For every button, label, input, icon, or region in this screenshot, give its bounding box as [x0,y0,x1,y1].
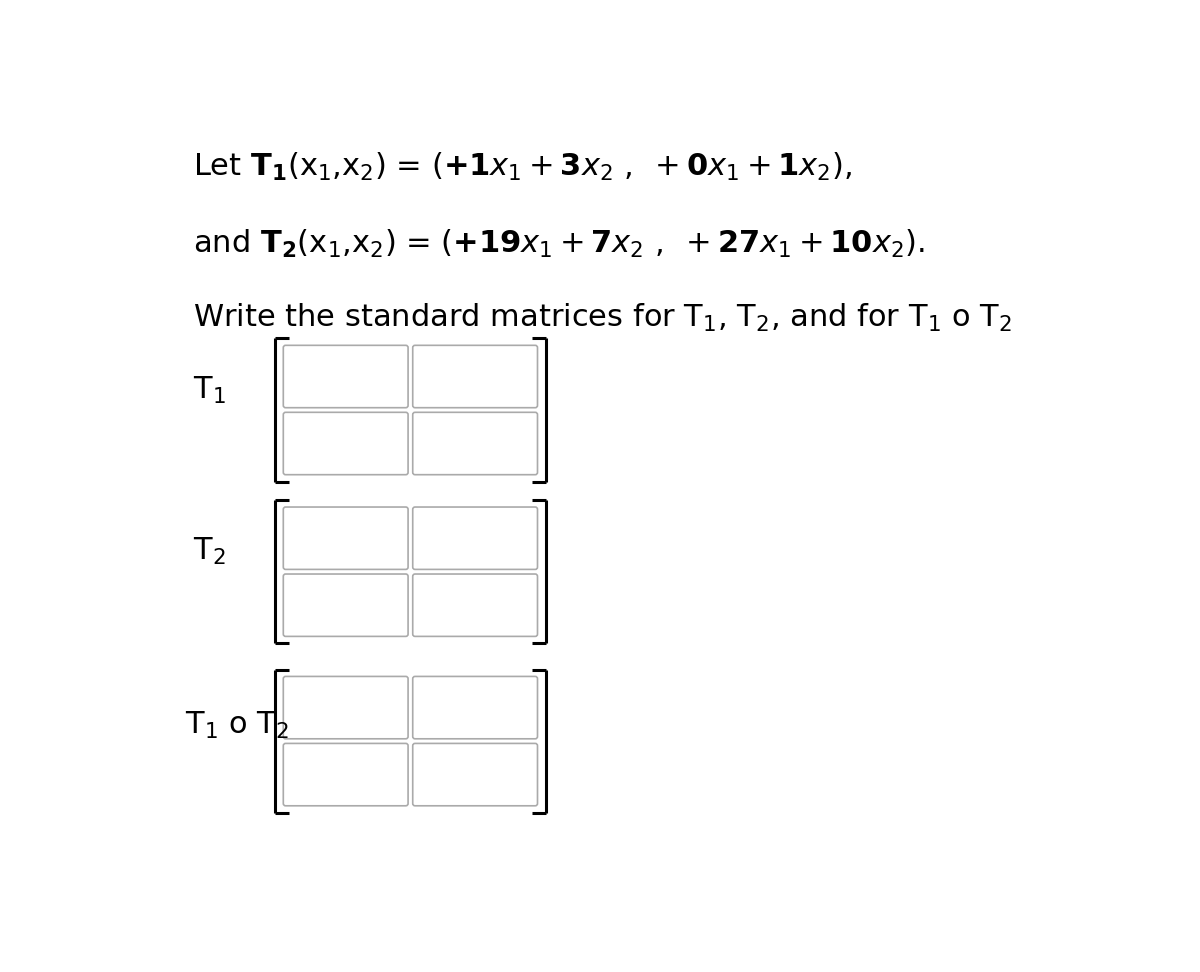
Text: T$_2$: T$_2$ [193,537,226,568]
FancyBboxPatch shape [283,677,408,739]
FancyBboxPatch shape [413,574,538,637]
FancyBboxPatch shape [283,507,408,570]
Text: T$_1$: T$_1$ [193,374,226,405]
Text: Write the standard matrices for T$_1$, T$_2$, and for T$_1$ o T$_2$: Write the standard matrices for T$_1$, T… [193,301,1012,333]
FancyBboxPatch shape [283,744,408,806]
FancyBboxPatch shape [283,574,408,637]
FancyBboxPatch shape [413,507,538,570]
FancyBboxPatch shape [283,412,408,474]
FancyBboxPatch shape [413,345,538,407]
Text: and $\mathbf{T_2}$(x$_1$,x$_2$) = $(\mathbf{+19}x_1 + \mathbf{7}x_2\ ,\ +\mathbf: and $\mathbf{T_2}$(x$_1$,x$_2$) = $(\mat… [193,228,924,260]
FancyBboxPatch shape [413,677,538,739]
FancyBboxPatch shape [283,345,408,407]
FancyBboxPatch shape [413,412,538,474]
Text: Let $\mathbf{T_1}$(x$_1$,x$_2$) = $(\mathbf{+1}x_1 + \mathbf{3}x_2\ ,\ +\mathbf{: Let $\mathbf{T_1}$(x$_1$,x$_2$) = $(\mat… [193,152,852,184]
FancyBboxPatch shape [413,744,538,806]
Text: T$_1$ o T$_2$: T$_1$ o T$_2$ [185,710,289,741]
